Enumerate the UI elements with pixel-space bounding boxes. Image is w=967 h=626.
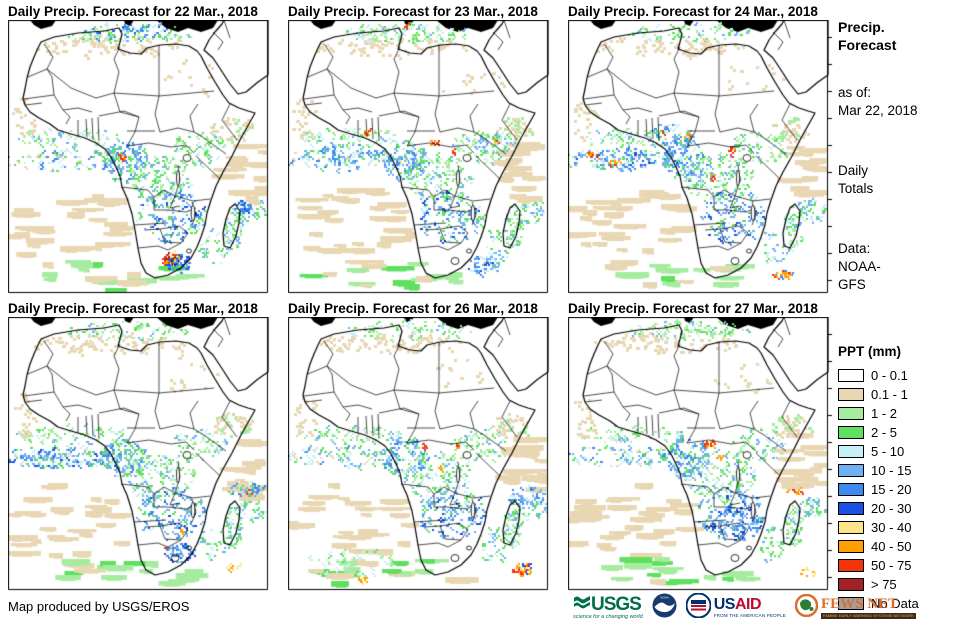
map-panel-2: Daily Precip. Forecast for 23 Mar., 2018: [288, 4, 554, 294]
usgs-tagline: science for a changing world: [573, 614, 643, 621]
totals-line2: Totals: [838, 181, 874, 196]
legend-swatch: [838, 521, 864, 534]
legend-swatch: [838, 407, 864, 420]
map-panel-4: Daily Precip. Forecast for 25 Mar., 2018: [8, 301, 274, 591]
precip-legend: PPT (mm) 0 - 0.1 0.1 - 1 1 - 2 2 - 5 5 - 10 1…: [838, 344, 964, 613]
usgs-logo: USGS science for a changing world: [573, 595, 643, 621]
legend-label: 10 - 15: [871, 463, 912, 478]
data-source-line2: GFS: [838, 277, 866, 292]
sidebar-title-line2: Forecast: [838, 37, 897, 53]
africa-precip-map: [568, 317, 834, 591]
legend-item: 0.1 - 1: [838, 385, 964, 404]
legend-label: 0 - 0.1: [871, 368, 908, 383]
legend-item: 0 - 0.1: [838, 366, 964, 385]
sidebar: Precip. Forecast as of: Mar 22, 2018 Dai…: [838, 18, 964, 294]
panel-title: Daily Precip. Forecast for 25 Mar., 2018: [8, 301, 258, 316]
usaid-tagline: FROM THE AMERICAN PEOPLE: [713, 613, 786, 619]
usaid-logo-text-us: US: [713, 596, 736, 614]
legend-item: 1 - 2: [838, 404, 964, 423]
panel-title: Daily Precip. Forecast for 27 Mar., 2018: [568, 301, 818, 316]
africa-precip-map: [568, 20, 834, 294]
fewsnet-globe-icon: [794, 593, 819, 622]
legend-rows: 0 - 0.1 0.1 - 1 1 - 2 2 - 5 5 - 10 10 - 15 15 …: [838, 366, 964, 613]
legend-swatch: [838, 369, 864, 382]
svg-text:NOAA: NOAA: [660, 596, 669, 600]
logo-strip: USGS science for a changing world NOAA: [573, 592, 916, 623]
legend-label: 40 - 50: [871, 539, 912, 554]
legend-label: 2 - 5: [871, 425, 898, 440]
panel-title: Daily Precip. Forecast for 26 Mar., 2018: [288, 301, 538, 316]
africa-precip-map: [288, 20, 554, 294]
africa-precip-map: [288, 317, 554, 591]
usaid-logo-text-aid: AID: [734, 596, 762, 614]
legend-label: 20 - 30: [871, 501, 912, 516]
legend-label: No Data: [871, 596, 919, 611]
spacer: [838, 54, 964, 84]
legend-title: PPT (mm): [838, 344, 902, 359]
noaa-seal-icon: NOAA: [652, 593, 677, 623]
panel-title: Daily Precip. Forecast for 23 Mar., 2018: [288, 4, 538, 19]
legend-swatch: [838, 445, 864, 458]
map-panel-6: Daily Precip. Forecast for 27 Mar., 2018: [568, 301, 834, 591]
legend-label: 1 - 2: [871, 406, 898, 421]
legend-item: 15 - 20: [838, 480, 964, 499]
legend-swatch: [838, 464, 864, 477]
legend-label: > 75: [871, 577, 897, 592]
legend-item: 2 - 5: [838, 423, 964, 442]
legend-label: 0.1 - 1: [871, 387, 908, 402]
usaid-seal-icon: [685, 592, 712, 623]
legend-swatch: [838, 388, 864, 401]
fewsnet-logo-text: FEWS NET: [820, 596, 899, 612]
legend-swatch: [838, 578, 864, 591]
legend-item: > 75: [838, 575, 964, 594]
panel-title: Daily Precip. Forecast for 22 Mar., 2018: [8, 4, 258, 19]
usaid-logo: USAID FROM THE AMERICAN PEOPLE: [685, 592, 786, 623]
legend-item: 40 - 50: [838, 537, 964, 556]
map-panel-3: Daily Precip. Forecast for 24 Mar., 2018: [568, 4, 834, 294]
legend-item: No Data: [838, 594, 964, 613]
spacer: [838, 198, 964, 240]
fewsnet-logo: FEWS NET FAMINE EARLY WARNING SYSTEMS NE…: [794, 593, 916, 622]
legend-item: 30 - 40: [838, 518, 964, 537]
legend-swatch: [838, 426, 864, 439]
legend-item: 5 - 10: [838, 442, 964, 461]
asof-date: Mar 22, 2018: [838, 103, 918, 118]
legend-item: 10 - 15: [838, 461, 964, 480]
legend-item: 50 - 75: [838, 556, 964, 575]
legend-item: 20 - 30: [838, 499, 964, 518]
legend-label: 15 - 20: [871, 482, 912, 497]
noaa-logo: NOAA: [652, 593, 677, 623]
legend-swatch: [838, 540, 864, 553]
spacer: [838, 120, 964, 162]
legend-label: 30 - 40: [871, 520, 912, 535]
panel-title: Daily Precip. Forecast for 24 Mar., 2018: [568, 4, 818, 19]
data-label: Data:: [838, 241, 871, 256]
legend-swatch: [838, 559, 864, 572]
legend-label: 5 - 10: [871, 444, 905, 459]
legend-swatch: [838, 502, 864, 515]
totals-line1: Daily: [838, 163, 869, 178]
map-panel-1: Daily Precip. Forecast for 22 Mar., 2018: [8, 4, 274, 294]
sidebar-title-line1: Precip.: [838, 19, 885, 35]
map-credit: Map produced by USGS/EROS: [8, 599, 190, 614]
asof-label: as of:: [838, 85, 872, 100]
legend-label: 50 - 75: [871, 558, 912, 573]
africa-precip-map: [8, 20, 274, 294]
legend-swatch: [838, 483, 864, 496]
map-panel-5: Daily Precip. Forecast for 26 Mar., 2018: [288, 301, 554, 591]
usgs-wave-icon: [573, 595, 591, 614]
data-source-line1: NOAA-: [838, 259, 881, 274]
fewsnet-tagline: FAMINE EARLY WARNING SYSTEMS NETWORK: [820, 613, 916, 619]
africa-precip-map: [8, 317, 274, 591]
usgs-logo-text: USGS: [591, 594, 642, 616]
legend-swatch: [838, 597, 864, 610]
